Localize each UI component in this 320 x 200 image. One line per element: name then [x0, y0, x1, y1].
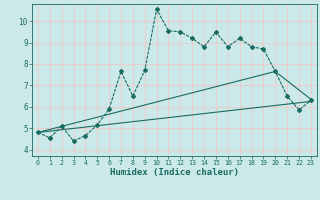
X-axis label: Humidex (Indice chaleur): Humidex (Indice chaleur): [110, 168, 239, 177]
